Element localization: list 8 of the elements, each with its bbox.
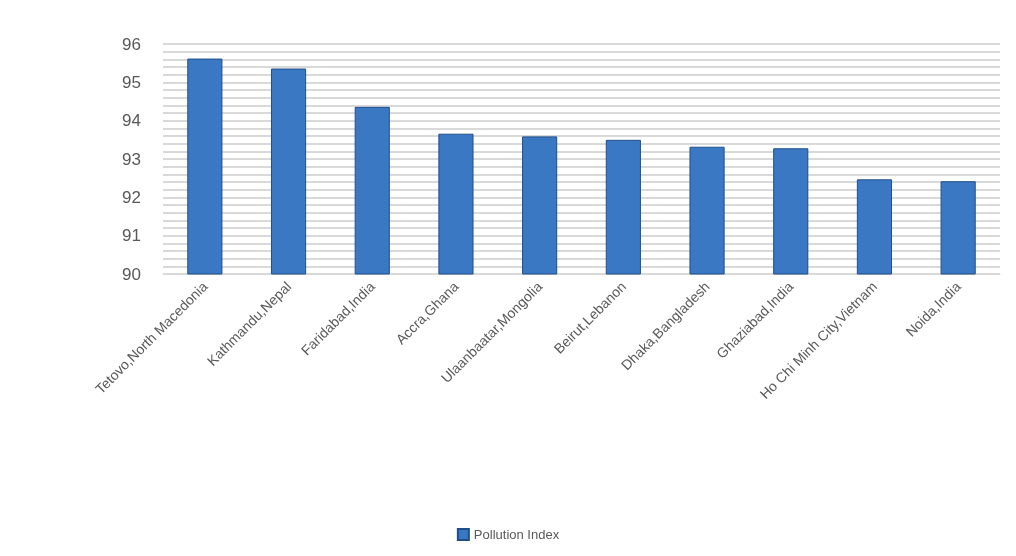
y-tick-label: 93 — [122, 149, 141, 169]
y-tick-label: 92 — [122, 187, 141, 207]
legend-label: Pollution Index — [473, 527, 560, 542]
y-tick-label: 94 — [122, 111, 141, 131]
y-tick-label: 91 — [122, 226, 141, 246]
y-tick-label: 95 — [122, 72, 141, 92]
y-tick-label: 90 — [122, 264, 141, 284]
y-tick-label: 96 — [122, 34, 141, 54]
